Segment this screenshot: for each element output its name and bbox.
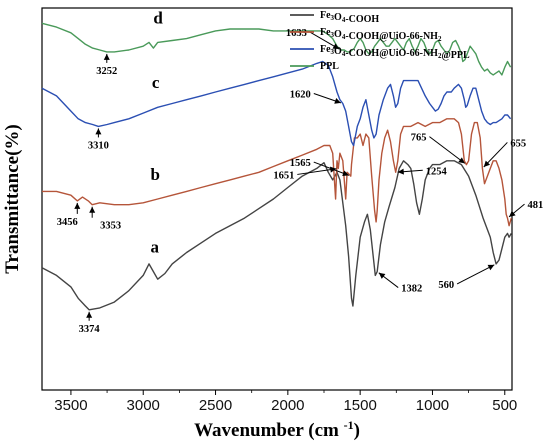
curve-letter-d: d — [153, 8, 163, 27]
curve-letter-a: a — [150, 237, 159, 256]
annotation-arrow-head — [509, 210, 516, 217]
annotation-arrow-head — [89, 206, 96, 213]
peak-annotation: 3374 — [79, 311, 101, 335]
y-axis-title: Transmittance(%) — [2, 124, 23, 274]
annotation-label: 3310 — [88, 140, 109, 151]
x-tick-label: 2500 — [199, 397, 232, 414]
legend-label-c: Fe3O4-COOH@UiO-66-NH2@PPL — [320, 44, 470, 61]
annotation-label: 481 — [528, 200, 544, 211]
annotation-arrow-head — [342, 170, 349, 177]
annotation-arrow-head — [332, 43, 340, 50]
peak-annotation: 1254 — [397, 166, 448, 177]
curve-letters: a b c d — [150, 8, 163, 256]
annotation-label: 1633 — [286, 28, 307, 39]
annotation-label: 655 — [510, 138, 526, 149]
annotation-arrow-head — [95, 128, 102, 135]
legend: Fe3O4-COOH Fe3O4-COOH@UiO-66-NH2Fe3O4-COO… — [290, 10, 470, 72]
annotation-label: 3456 — [57, 217, 78, 228]
annotation-arrow-head — [74, 202, 81, 209]
annotation-label: 3374 — [79, 324, 101, 335]
peak-annotation: 481 — [508, 200, 544, 218]
peak-annotation: 3310 — [88, 128, 109, 151]
annotation-label: 765 — [411, 133, 427, 144]
series-line-c — [41, 60, 512, 147]
legend-label-a: Fe3O4-COOH — [320, 10, 379, 25]
plot-frame — [41, 7, 513, 391]
x-axis-ticks: 3500 3000 2500 2000 1500 1000 500 — [54, 390, 517, 414]
series-line-a — [41, 160, 512, 311]
annotation-arrow-line — [456, 264, 495, 285]
x-tick-label: 1500 — [343, 397, 376, 414]
annotation-label: 1651 — [273, 170, 294, 181]
series-line-d — [41, 22, 512, 76]
annotation-arrow-head — [334, 98, 341, 104]
annotation-arrow-line — [297, 168, 337, 175]
peak-annotation: 3456 — [57, 202, 81, 228]
peak-annotation: 3353 — [89, 206, 121, 232]
annotation-label: 1620 — [290, 90, 311, 101]
annotation-arrow-head — [458, 157, 465, 164]
curve-letter-b: b — [150, 165, 159, 184]
series-line-b — [42, 118, 512, 227]
annotation-label: 3353 — [100, 221, 121, 232]
x-tick-label: 1000 — [416, 397, 449, 414]
peak-annotation: 3252 — [96, 53, 117, 77]
legend-label-b: Fe3O4-COOH@UiO-66-NH2 — [320, 27, 442, 43]
legend-label-d: PPL — [320, 61, 339, 72]
annotation-arrow-head — [378, 272, 386, 279]
annotation-arrow-head — [483, 160, 491, 167]
x-tick-label: 3500 — [54, 397, 87, 414]
annotation-arrow-head — [329, 166, 337, 173]
peak-annotation: 655 — [483, 138, 526, 168]
peak-annotation: 765 — [411, 133, 466, 164]
annotation-arrow-line — [429, 136, 466, 164]
peak-annotation: 1651 — [273, 166, 337, 181]
plot-border — [41, 7, 513, 391]
peak-annotation: 1620 — [290, 90, 342, 104]
annotation-label: 560 — [438, 280, 454, 291]
annotation-arrow-head — [86, 311, 93, 318]
x-axis-title: Wavenumber (cm -1) — [194, 418, 360, 441]
annotation-label: 1254 — [426, 166, 448, 177]
annotation-label: 3252 — [96, 66, 117, 77]
peak-annotation: 560 — [438, 264, 495, 291]
annotation-label: 1565 — [290, 158, 311, 169]
annotation-label: 1382 — [401, 284, 422, 295]
annotation-arrow-head — [103, 53, 110, 60]
annotation-arrow-head — [397, 168, 404, 175]
x-tick-label: 500 — [492, 397, 517, 414]
spectra-curves — [41, 22, 512, 311]
annotation-arrow-head — [487, 264, 495, 271]
x-tick-label: 3000 — [127, 397, 160, 414]
x-tick-label: 2000 — [271, 397, 304, 414]
peak-annotation: 1633 — [286, 28, 340, 50]
curve-letter-c: c — [152, 73, 160, 92]
peak-annotation: 1382 — [378, 272, 422, 295]
